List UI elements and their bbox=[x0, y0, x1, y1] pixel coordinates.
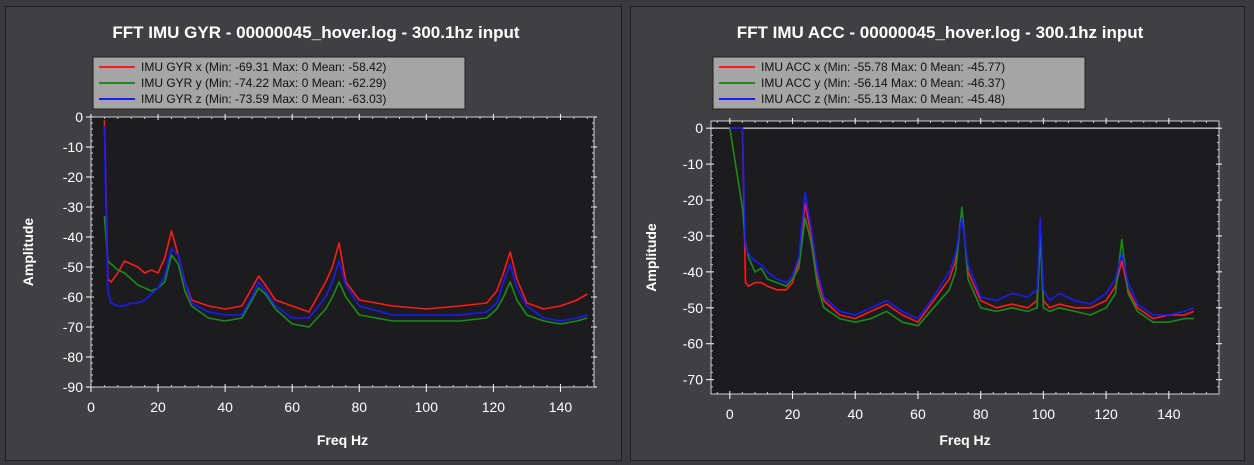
y-tick-label: -40 bbox=[63, 229, 83, 245]
series-group bbox=[103, 119, 588, 328]
y-tick-label: -40 bbox=[683, 264, 703, 280]
legend-entry-2: IMU ACC y (Min: -56.14 Max: 0 Mean: -46.… bbox=[761, 76, 1005, 90]
y-tick-label: -10 bbox=[683, 156, 703, 172]
x-tick-label: 60 bbox=[910, 406, 926, 422]
series-line-2 bbox=[103, 215, 588, 328]
y-tick-label: 0 bbox=[695, 120, 703, 136]
legend-box bbox=[92, 56, 466, 110]
x-tick-label: 20 bbox=[785, 406, 801, 422]
series-line-2 bbox=[729, 128, 1194, 327]
gyr-fft-chart: FFT IMU GYR - 00000045_hover.log - 300.1… bbox=[20, 23, 597, 448]
y-tick-label: -60 bbox=[683, 336, 703, 352]
x-tick-label: 20 bbox=[150, 399, 166, 415]
y-tick-label: -80 bbox=[63, 349, 83, 365]
y-tick-label: -60 bbox=[63, 289, 83, 305]
x-tick-label: 0 bbox=[726, 406, 734, 422]
x-tick-label: 120 bbox=[1094, 406, 1118, 422]
legend-entry-2: IMU GYR y (Min: -74.22 Max: 0 Mean: -62.… bbox=[141, 76, 386, 90]
x-axis-label: Freq Hz bbox=[939, 432, 990, 448]
legend-box bbox=[712, 56, 1086, 110]
plot-area bbox=[710, 120, 1220, 395]
x-tick-label: 100 bbox=[1032, 406, 1056, 422]
y-axis-label: Amplitude bbox=[643, 223, 659, 292]
x-tick-label: 100 bbox=[415, 399, 439, 415]
legend-entry-1: IMU ACC x (Min: -55.78 Max: 0 Mean: -45.… bbox=[761, 60, 1005, 74]
legend-entry-3: IMU ACC z (Min: -55.13 Max: 0 Mean: -45.… bbox=[761, 92, 1005, 106]
x-tick-label: 80 bbox=[973, 406, 989, 422]
x-axis-label: Freq Hz bbox=[317, 432, 368, 448]
y-tick-label: -10 bbox=[63, 139, 83, 155]
y-tick-label: -30 bbox=[63, 199, 83, 215]
y-tick-label: -30 bbox=[683, 228, 703, 244]
series-line-1 bbox=[729, 127, 1195, 324]
x-tick-label: 60 bbox=[284, 399, 300, 415]
y-tick-label: -90 bbox=[63, 379, 83, 395]
acc-fft-chart: FFT IMU ACC - 00000045_hover.log - 300.1… bbox=[643, 23, 1222, 448]
series-line-3 bbox=[729, 127, 1195, 320]
x-tick-label: 40 bbox=[217, 399, 233, 415]
y-tick-label: -20 bbox=[63, 169, 83, 185]
y-axis-label: Amplitude bbox=[20, 218, 36, 287]
chart-title: FFT IMU GYR - 00000045_hover.log - 300.1… bbox=[112, 23, 520, 42]
y-tick-label: 0 bbox=[75, 109, 83, 125]
legend-entry-3: IMU GYR z (Min: -73.59 Max: 0 Mean: -63.… bbox=[141, 92, 386, 106]
y-tick-label: -70 bbox=[683, 372, 703, 388]
gyr-fft-chart-panel: FFT IMU GYR - 00000045_hover.log - 300.1… bbox=[5, 6, 622, 461]
x-tick-label: 140 bbox=[549, 399, 573, 415]
acc-fft-chart-panel: FFT IMU ACC - 00000045_hover.log - 300.1… bbox=[630, 6, 1245, 461]
series-line-1 bbox=[103, 119, 588, 313]
series-line-3 bbox=[103, 125, 588, 322]
legend-entry-1: IMU GYR x (Min: -69.31 Max: 0 Mean: -58.… bbox=[141, 60, 386, 74]
y-tick-label: -50 bbox=[683, 300, 703, 316]
x-tick-label: 140 bbox=[1157, 406, 1181, 422]
x-tick-label: 0 bbox=[87, 399, 95, 415]
series-group bbox=[729, 127, 1195, 327]
x-tick-label: 120 bbox=[482, 399, 506, 415]
y-tick-label: -50 bbox=[63, 259, 83, 275]
y-tick-label: -20 bbox=[683, 192, 703, 208]
x-tick-label: 80 bbox=[351, 399, 367, 415]
x-tick-label: 40 bbox=[847, 406, 863, 422]
y-tick-label: -70 bbox=[63, 319, 83, 335]
chart-title: FFT IMU ACC - 00000045_hover.log - 300.1… bbox=[737, 23, 1144, 42]
